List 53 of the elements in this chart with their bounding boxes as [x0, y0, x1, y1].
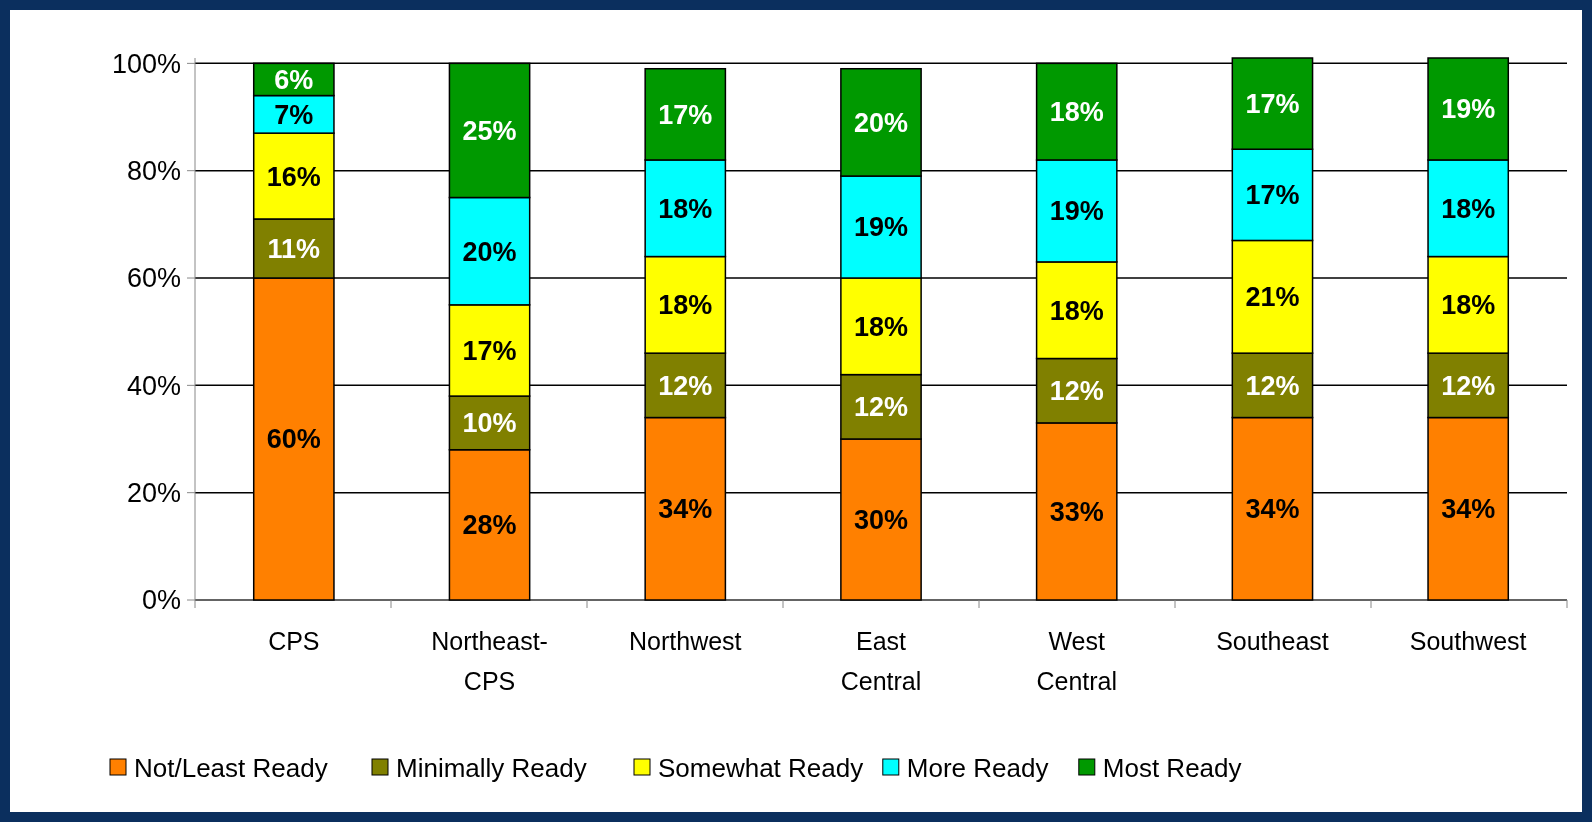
data-label: 33%	[1049, 496, 1104, 527]
data-label: 12%	[1441, 370, 1496, 401]
x-tick-label: Southeast	[1216, 627, 1329, 655]
data-label: 18%	[853, 311, 909, 342]
y-tick-label: 40%	[126, 370, 181, 401]
data-label: 18%	[658, 193, 713, 224]
data-label: 20%	[853, 107, 909, 138]
data-label: 6%	[274, 64, 314, 95]
data-label: 12%	[853, 392, 909, 423]
data-label: 10%	[462, 408, 517, 439]
x-tick-label: Northwest	[629, 627, 742, 655]
x-tick-label: West Central	[1036, 627, 1118, 695]
data-label: 60%	[266, 424, 321, 455]
data-label: 16%	[266, 161, 321, 192]
data-label: 19%	[1441, 94, 1496, 125]
data-label: 18%	[1441, 290, 1496, 321]
data-label: 12%	[1049, 376, 1104, 407]
data-label: 18%	[1049, 97, 1104, 128]
y-tick-label: 80%	[126, 156, 181, 187]
y-tick-label: 100%	[111, 48, 181, 79]
x-tick-label: East Central	[840, 627, 922, 695]
legend-label: Somewhat Ready	[658, 753, 864, 784]
data-label: 28%	[462, 510, 517, 541]
data-label: 34%	[1245, 494, 1300, 525]
data-label: 20%	[462, 236, 517, 267]
data-label: 17%	[462, 335, 517, 366]
data-label: 19%	[1049, 196, 1104, 227]
y-tick-label: 0%	[141, 585, 181, 616]
data-label: 17%	[658, 99, 713, 130]
data-label: 11%	[267, 233, 321, 264]
legend-label: Most Ready	[1102, 753, 1242, 784]
data-label: 25%	[462, 115, 517, 146]
data-label: 21%	[1245, 282, 1300, 313]
data-label: 34%	[658, 494, 713, 525]
data-label: 19%	[853, 212, 909, 243]
data-label: 17%	[1245, 180, 1300, 211]
data-label: 17%	[1245, 89, 1300, 120]
data-label: 18%	[1049, 295, 1104, 326]
y-tick-label: 20%	[126, 478, 181, 509]
y-tick-label: 60%	[126, 263, 181, 294]
legend-label: Minimally Ready	[396, 753, 587, 784]
data-label: 18%	[658, 290, 713, 321]
legend-label: Not/Least Ready	[134, 753, 328, 784]
x-tick-label: Northeast-CPS	[431, 627, 548, 695]
data-label: 18%	[1441, 193, 1496, 224]
x-tick-label: CPS	[268, 627, 320, 655]
data-label: 30%	[853, 504, 909, 535]
data-label: 12%	[1245, 370, 1300, 401]
data-label: 7%	[274, 99, 314, 130]
data-label: 34%	[1441, 494, 1496, 525]
data-label: 12%	[658, 370, 713, 401]
x-tick-label: Southwest	[1409, 627, 1527, 655]
legend-label: More Ready	[906, 753, 1049, 784]
